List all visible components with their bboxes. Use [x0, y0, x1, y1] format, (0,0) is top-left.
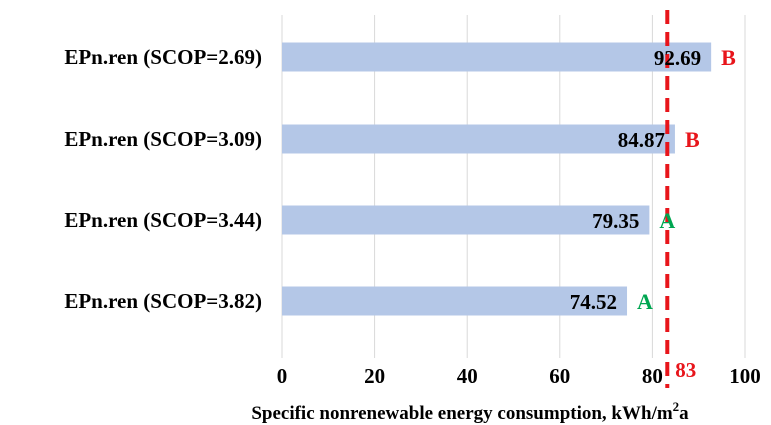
- x-tick-label-1: 20: [364, 364, 385, 388]
- category-label-1: EPn.ren (SCOP=3.09): [64, 127, 262, 151]
- x-axis-title-tail: a: [679, 403, 689, 424]
- value-label-1: 84.87: [618, 128, 665, 152]
- x-tick-label-2: 40: [457, 364, 478, 388]
- bars: [282, 42, 712, 316]
- bar-1: [282, 124, 675, 154]
- reference-line-label: 83: [675, 358, 696, 382]
- energy-class-label-3: A: [637, 289, 653, 314]
- x-tick-label-4: 80: [642, 364, 663, 388]
- value-label-0: 92.69: [654, 46, 701, 70]
- x-tick-label-0: 0: [277, 364, 288, 388]
- energy-class-label-2: A: [659, 208, 675, 233]
- x-axis-title: Specific nonrenewable energy consumption…: [251, 399, 689, 424]
- x-axis-title-superscript: 2: [673, 399, 680, 414]
- bar-3: [282, 286, 628, 316]
- energy-class-label-0: B: [721, 45, 736, 70]
- x-axis-ticks: 0 20 40 60 80 100 83: [277, 358, 761, 388]
- value-label-3: 74.52: [570, 290, 617, 314]
- value-label-2: 79.35: [592, 209, 639, 233]
- x-axis-title-main: Specific nonrenewable energy consumption…: [251, 403, 673, 424]
- bar-2: [282, 205, 650, 235]
- labels: EPn.ren (SCOP=2.69) 92.69 B EPn.ren (SCOP=3…: [64, 45, 736, 314]
- category-label-2: EPn.ren (SCOP=3.44): [64, 208, 262, 232]
- category-label-0: EPn.ren (SCOP=2.69): [64, 45, 262, 69]
- bar-0: [282, 42, 712, 72]
- energy-class-label-1: B: [685, 127, 700, 152]
- x-tick-label-3: 60: [549, 364, 570, 388]
- category-label-3: EPn.ren (SCOP=3.82): [64, 289, 262, 313]
- x-tick-label-5: 100: [729, 364, 761, 388]
